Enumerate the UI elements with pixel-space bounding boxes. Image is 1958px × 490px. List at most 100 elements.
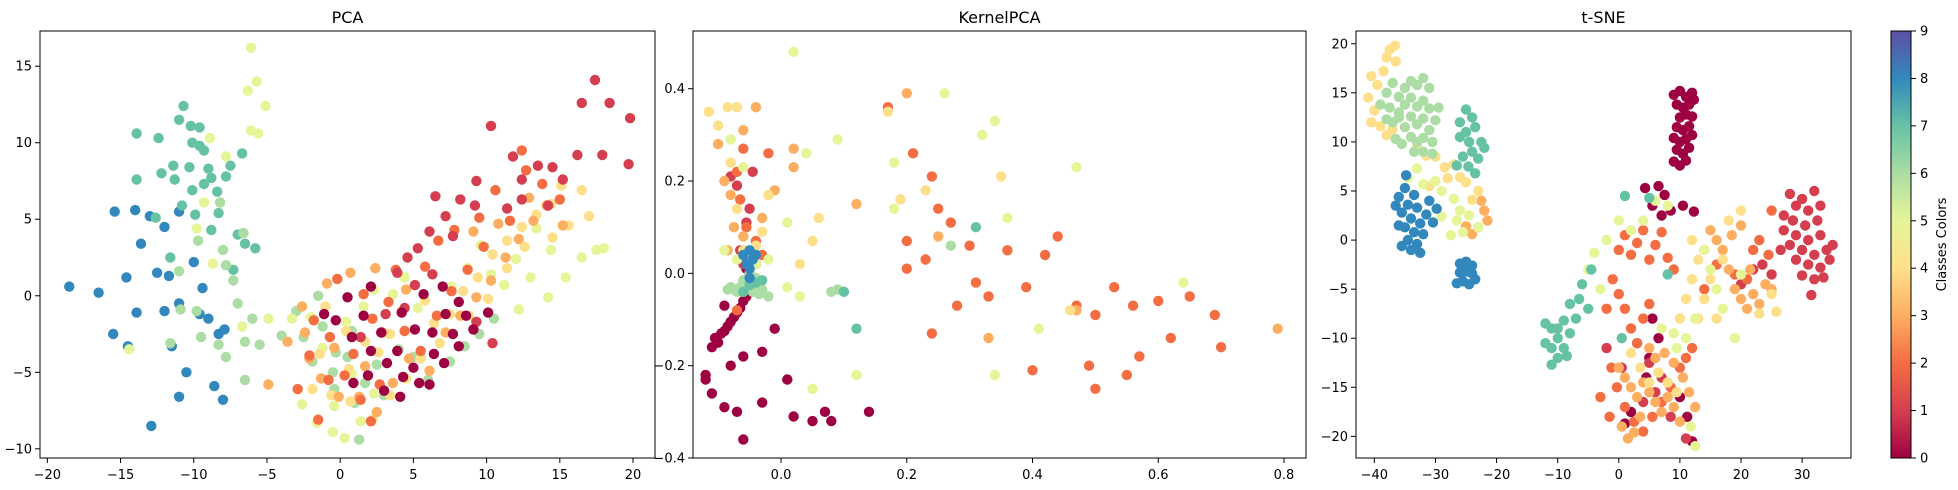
- scatter-point: [124, 344, 135, 355]
- scatter-point: [807, 235, 818, 247]
- scatter-point: [788, 46, 799, 57]
- scatter-point: [1711, 284, 1722, 295]
- scatter-point: [807, 383, 818, 394]
- y-tick-label: 15: [15, 60, 32, 75]
- scatter-point: [1796, 270, 1808, 281]
- scatter-point: [1020, 282, 1032, 293]
- scatter-point: [1065, 305, 1076, 316]
- scatter-point: [1699, 244, 1710, 256]
- scatter-point: [253, 128, 264, 139]
- scatter-point: [1677, 372, 1689, 383]
- scatter-point: [769, 323, 780, 334]
- scatter-point: [728, 222, 740, 233]
- scatter-point: [1552, 333, 1563, 344]
- y-tick-label: −5: [13, 366, 32, 381]
- scatter-point: [738, 162, 749, 173]
- scatter-point: [1735, 293, 1747, 305]
- scatter-point: [1639, 182, 1651, 194]
- scatter-point: [1656, 227, 1667, 238]
- scatter-point: [719, 402, 730, 413]
- y-tick-label: 20: [1331, 37, 1348, 52]
- scatter-point: [220, 171, 232, 182]
- scatter-point: [220, 260, 232, 271]
- scatter-point: [719, 245, 730, 256]
- scatter-point: [731, 406, 743, 417]
- scatter-point: [490, 185, 501, 196]
- scatter-point: [719, 300, 730, 311]
- scatter-point: [1771, 306, 1782, 317]
- scatter-point: [1470, 122, 1481, 133]
- scatter-point: [1424, 124, 1435, 136]
- scatter-point: [1430, 115, 1441, 126]
- scatter-point: [1033, 323, 1045, 334]
- scatter-point: [135, 238, 147, 249]
- scatter-point: [1638, 313, 1649, 324]
- scatter-point: [554, 194, 565, 205]
- chart-title: t-SNE: [1581, 8, 1625, 27]
- scatter-point: [1662, 200, 1673, 211]
- scatter-point: [359, 361, 371, 372]
- scatter-point: [1209, 309, 1221, 321]
- scatter-point: [757, 397, 768, 408]
- scatter-point: [204, 132, 216, 144]
- scatter-point: [1717, 303, 1728, 314]
- scatter-point: [1625, 382, 1637, 393]
- colorbar-gradient: [1890, 30, 1912, 459]
- scatter-point: [1607, 274, 1618, 285]
- scatter-point: [1460, 177, 1472, 188]
- scatter-point: [247, 313, 258, 324]
- scatter-point: [788, 162, 799, 173]
- scatter-point: [983, 291, 994, 302]
- scatter-point: [1803, 234, 1814, 246]
- scatter-point: [741, 222, 752, 233]
- scatter-point: [1680, 352, 1692, 364]
- scatter-point: [482, 307, 494, 318]
- scatter-point: [299, 327, 311, 338]
- scatter-point: [725, 134, 736, 145]
- scatter-point: [1552, 323, 1563, 334]
- scatter-point: [153, 132, 164, 144]
- scatter-point: [1479, 205, 1490, 216]
- scatter-point: [418, 289, 429, 300]
- scatter-point: [1619, 372, 1631, 383]
- scatter-point: [1790, 200, 1802, 211]
- scatter-point: [1815, 262, 1826, 273]
- scatter-point: [399, 325, 410, 337]
- scatter-point: [1766, 288, 1777, 300]
- scatter-point: [1644, 387, 1655, 398]
- colorbar-tick-label: 0: [1920, 452, 1928, 467]
- scatter-point: [1766, 205, 1777, 216]
- scatter-point: [109, 206, 120, 217]
- scatter-point: [1430, 176, 1441, 187]
- scatter-point: [181, 367, 192, 378]
- scatter-point: [239, 336, 251, 347]
- y-tick-label: 0.0: [664, 267, 685, 282]
- scatter-point: [225, 160, 236, 171]
- colorbar-tick-label: 4: [1920, 262, 1928, 277]
- scatter-point: [1384, 102, 1395, 113]
- scatter-point: [330, 315, 341, 326]
- scatter-point: [1372, 79, 1383, 91]
- scatter-point: [1411, 79, 1423, 91]
- scatter-point: [239, 238, 251, 249]
- scatter-point: [757, 226, 768, 237]
- scatter-point: [757, 212, 768, 224]
- scatter-point: [1705, 225, 1716, 236]
- scatter-point: [738, 231, 749, 242]
- scatter-point: [1688, 94, 1700, 105]
- scatter-point: [159, 305, 170, 317]
- scatter-point: [507, 151, 519, 162]
- scatter-point: [1552, 352, 1563, 364]
- scatter-point: [203, 163, 214, 174]
- scatter-point: [1476, 195, 1487, 206]
- scatter-point: [1625, 225, 1637, 236]
- scatter-point: [826, 415, 837, 427]
- x-tick-label: −10: [1544, 468, 1571, 483]
- scatter-point: [493, 218, 504, 229]
- scatter-point: [1405, 244, 1417, 256]
- scatter-point: [1796, 244, 1808, 256]
- scatter-point: [1418, 95, 1429, 106]
- scatter-point: [1457, 227, 1469, 238]
- scatter-point: [560, 272, 571, 283]
- scatter-point: [1668, 401, 1680, 413]
